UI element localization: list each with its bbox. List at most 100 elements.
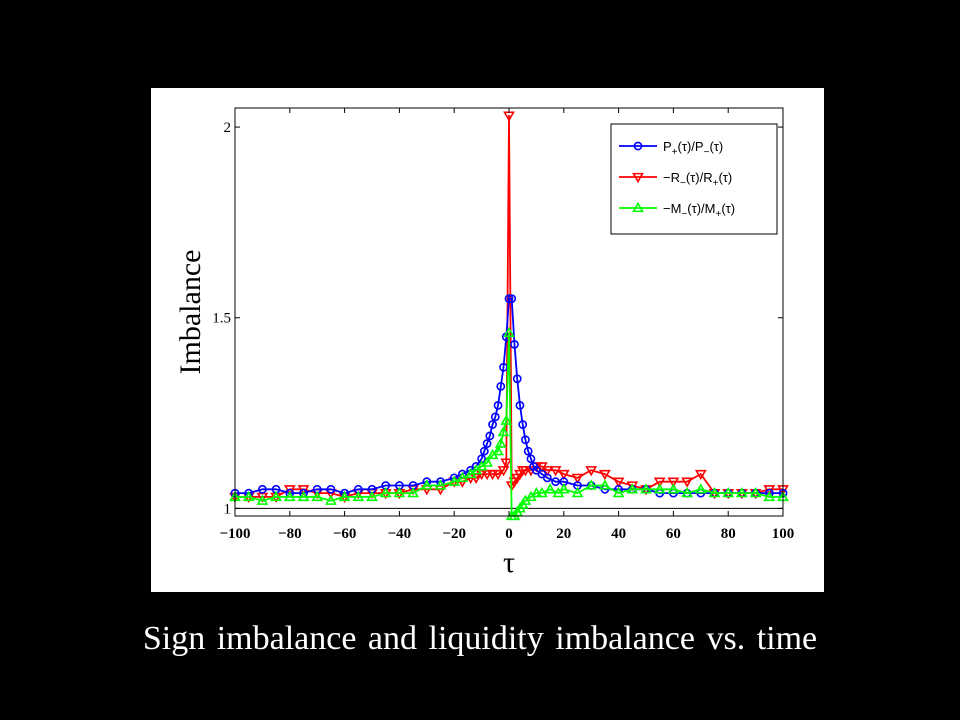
- legend-entry: −M−(τ)/M+(τ): [619, 201, 735, 220]
- data-point: [653, 483, 666, 494]
- legend-label-part: (τ)/M: [687, 201, 715, 216]
- x-tick-label: −100: [219, 526, 250, 542]
- x-tick-label: −80: [278, 526, 302, 542]
- x-tick-label: −40: [388, 526, 412, 542]
- legend-label-part: −: [680, 178, 686, 189]
- data-point: [283, 490, 296, 502]
- legend-label-part: (τ)/R: [686, 170, 713, 185]
- data-point: [352, 490, 365, 502]
- data-point: [493, 401, 503, 410]
- data-point: [434, 479, 447, 490]
- data-point: [325, 494, 337, 505]
- data-point: [507, 294, 517, 304]
- y-tick-label: 1: [224, 501, 232, 517]
- data-point: [485, 431, 495, 441]
- data-point: [366, 490, 378, 502]
- data-point: [497, 425, 510, 437]
- x-tick-label: 60: [666, 526, 681, 542]
- legend-swatch-marker: [632, 201, 644, 213]
- data-point: [481, 469, 493, 481]
- legend-label-part: (τ): [718, 170, 732, 185]
- data-point: [379, 487, 392, 498]
- legend-entry: −R−(τ)/R+(τ): [619, 170, 732, 189]
- data-point: [504, 294, 514, 304]
- legend-label-part: P: [663, 139, 672, 154]
- data-point: [479, 446, 489, 456]
- data-point: [518, 420, 528, 429]
- data-point: [557, 483, 570, 494]
- legend-swatch-marker: [633, 141, 643, 151]
- data-point: [653, 477, 666, 488]
- data-point: [326, 484, 336, 494]
- x-axis-label: τ: [503, 546, 515, 579]
- data-point: [470, 473, 482, 484]
- y-tick-label: 2: [224, 120, 232, 136]
- legend-label-part: (τ): [721, 201, 735, 216]
- data-point: [492, 469, 504, 481]
- data-point: [515, 401, 525, 410]
- data-point: [393, 487, 406, 498]
- figure-panel: −100 −80 −60 −40 −20 0 20 40 60 80 100 1 1.5 2 Imbala…: [151, 88, 824, 592]
- y-axis-label: Imbalance: [174, 250, 207, 375]
- data-point: [763, 490, 776, 502]
- data-point: [612, 477, 625, 488]
- data-point: [536, 487, 548, 498]
- data-point: [722, 487, 735, 498]
- data-point: [612, 487, 625, 498]
- data-point: [490, 412, 500, 422]
- data-point: [256, 494, 269, 505]
- data-point: [667, 483, 680, 494]
- data-point: [694, 469, 707, 481]
- data-point: [681, 477, 693, 488]
- data-point: [557, 469, 570, 481]
- y-tick-label: 1.5: [212, 311, 231, 327]
- data-point: [492, 445, 504, 456]
- x-tick-label: 0: [505, 526, 513, 542]
- data-point: [681, 487, 693, 498]
- x-tick-label: 40: [611, 526, 626, 542]
- data-point: [420, 479, 433, 490]
- legend: P+(τ)/P−(τ)−R−(τ)/R+(τ)−M−(τ)/M+(τ): [610, 123, 778, 235]
- legend-entry: P+(τ)/P−(τ): [619, 139, 723, 158]
- data-point: [571, 473, 584, 484]
- legend-label-part: −: [704, 147, 710, 158]
- data-point: [626, 483, 639, 494]
- data-point: [708, 487, 721, 498]
- data-point: [338, 490, 351, 502]
- data-point: [456, 471, 469, 483]
- data-point: [500, 414, 513, 425]
- data-point: [488, 420, 497, 429]
- legend-label: −R−(τ)/R+(τ): [663, 170, 732, 189]
- legend-label-part: (τ)/P: [678, 139, 704, 154]
- data-point: [482, 439, 492, 448]
- x-tick-label: −60: [333, 526, 357, 542]
- data-point: [519, 466, 532, 477]
- data-point: [500, 458, 513, 469]
- data-point: [448, 475, 461, 486]
- data-point: [640, 483, 652, 494]
- legend-label: −M−(τ)/M+(τ): [663, 201, 735, 220]
- data-point: [599, 479, 611, 490]
- data-point: [494, 437, 507, 448]
- data-point: [585, 479, 598, 490]
- data-point: [523, 446, 533, 456]
- x-tick-label: 80: [721, 526, 736, 542]
- data-point: [667, 477, 680, 488]
- legend-label: P+(τ)/P−(τ): [663, 139, 723, 158]
- data-point: [749, 487, 762, 498]
- data-point: [551, 477, 560, 487]
- data-point: [694, 483, 707, 494]
- slide-caption: Sign imbalance and liquidity imbalance v…: [142, 620, 818, 657]
- data-point: [297, 490, 310, 502]
- data-point: [585, 466, 598, 477]
- legend-label-part: +: [716, 209, 722, 220]
- data-point: [549, 466, 562, 477]
- data-point: [526, 454, 536, 464]
- data-point: [497, 466, 510, 477]
- data-point: [599, 469, 611, 481]
- legend-label-part: +: [672, 147, 678, 158]
- data-point: [521, 435, 530, 445]
- data-point: [541, 466, 554, 477]
- data-point: [475, 469, 488, 481]
- legend-label-part: −M: [663, 201, 681, 216]
